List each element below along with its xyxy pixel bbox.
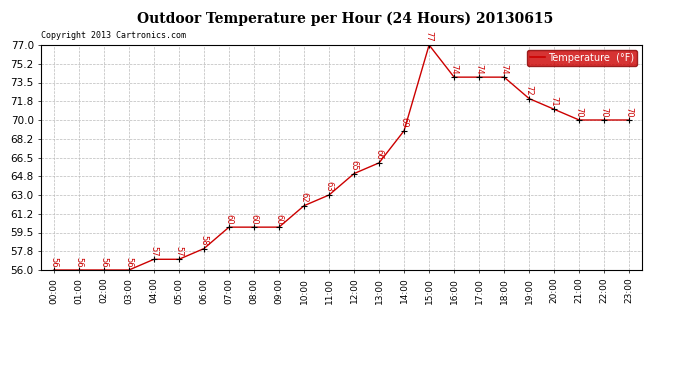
Text: 70: 70 — [624, 106, 633, 117]
Text: 57: 57 — [150, 246, 159, 256]
Text: 69: 69 — [400, 117, 408, 128]
Text: 74: 74 — [450, 64, 459, 74]
Text: Copyright 2013 Cartronics.com: Copyright 2013 Cartronics.com — [41, 32, 186, 40]
Text: 70: 70 — [575, 106, 584, 117]
Text: 62: 62 — [299, 192, 308, 203]
Text: 66: 66 — [375, 149, 384, 160]
Text: 60: 60 — [224, 214, 233, 224]
Text: 60: 60 — [250, 214, 259, 224]
Text: 74: 74 — [475, 64, 484, 74]
Text: 57: 57 — [175, 246, 184, 256]
Text: 60: 60 — [275, 214, 284, 224]
Text: 71: 71 — [550, 96, 559, 106]
Text: 56: 56 — [124, 256, 133, 267]
Text: 70: 70 — [600, 106, 609, 117]
Text: Outdoor Temperature per Hour (24 Hours) 20130615: Outdoor Temperature per Hour (24 Hours) … — [137, 11, 553, 26]
Text: 58: 58 — [199, 235, 208, 246]
Text: 56: 56 — [50, 256, 59, 267]
Text: 56: 56 — [99, 256, 108, 267]
Text: 65: 65 — [350, 160, 359, 171]
Text: 72: 72 — [524, 85, 533, 96]
Text: 74: 74 — [500, 64, 509, 74]
Text: 63: 63 — [324, 182, 333, 192]
Text: 56: 56 — [75, 256, 83, 267]
Text: 77: 77 — [424, 32, 433, 42]
Legend: Temperature  (°F): Temperature (°F) — [527, 50, 637, 66]
